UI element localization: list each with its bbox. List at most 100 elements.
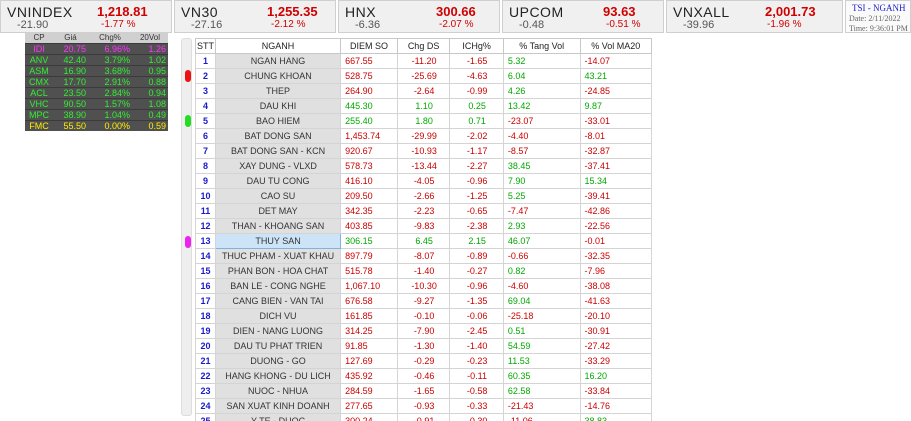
row-diem-so: 1,453.74 xyxy=(340,128,398,144)
row-nganh[interactable]: DIEN - NANG LUONG xyxy=(214,323,342,339)
row-nganh[interactable]: SAN XUAT KINH DOANH xyxy=(214,398,342,414)
header-chg-ds[interactable]: Chg DS xyxy=(396,38,451,54)
table-row[interactable]: 10 CAO SU 209.50 -2.66 -1.25 5.25 -39.41 xyxy=(195,188,653,204)
table-row[interactable]: 13 THUY SAN 306.15 6.45 2.15 46.07 -0.01 xyxy=(195,233,653,249)
header-cp: CP xyxy=(33,33,45,42)
row-chg-ds: -1.40 xyxy=(396,263,451,279)
header-stt[interactable]: STT xyxy=(195,38,216,54)
row-tang-vol: 46.07 xyxy=(502,233,581,249)
index-name: VNINDEX xyxy=(7,4,73,20)
row-nganh[interactable]: XAY DUNG - VLXD xyxy=(214,158,342,174)
table-row[interactable]: 21 DUONG - GO 127.69 -0.29 -0.23 11.53 -33.29 xyxy=(195,353,653,369)
row-diem-so: 515.78 xyxy=(340,263,398,279)
row-marker[interactable] xyxy=(185,114,191,127)
row-vol-ma20: -14.07 xyxy=(579,53,653,69)
stock-vol: 0.88 xyxy=(148,77,166,87)
row-nganh[interactable]: THUY SAN xyxy=(214,233,342,249)
row-marker[interactable] xyxy=(185,69,191,82)
row-nganh[interactable]: THUC PHAM - XUAT KHAU xyxy=(214,248,342,264)
row-nganh[interactable]: PHAN BON - HOA CHAT xyxy=(214,263,342,279)
row-nganh[interactable]: HANG KHONG - DU LICH xyxy=(214,368,342,384)
row-nganh[interactable]: BAN LE - CONG NGHE xyxy=(214,278,342,294)
table-row[interactable]: 1 NGAN HANG 667.55 -11.20 -1.65 5.32 -14.07 xyxy=(195,53,653,69)
row-vol-ma20: -33.29 xyxy=(579,353,653,369)
table-row[interactable]: 18 DICH VU 161.85 -0.10 -0.06 -25.18 -20.10 xyxy=(195,308,653,324)
row-marker-track[interactable] xyxy=(181,38,192,416)
row-chg-ds: -1.65 xyxy=(396,383,451,399)
row-nganh[interactable]: BAT DONG SAN xyxy=(214,128,342,144)
table-row[interactable]: 25 Y TE - DUOC 300.24 -0.91 -0.30 -11.06 38.83 xyxy=(195,413,653,421)
row-stt: 4 xyxy=(195,98,216,114)
header-vol-ma20[interactable]: % Vol MA20 xyxy=(579,38,653,54)
index-card-vnxall[interactable]: VNXALL -39.96 2,001.73 -1.96 % xyxy=(666,0,843,33)
row-nganh[interactable]: CHUNG KHOAN xyxy=(214,68,342,84)
row-tang-vol: 7.90 xyxy=(502,173,581,189)
table-row[interactable]: 12 THAN - KHOANG SAN 403.85 -9.83 -2.38 2.93-… xyxy=(195,218,653,234)
table-row[interactable]: 5 BAO HIEM 255.40 1.80 0.71 -23.07 -33.01 xyxy=(195,113,653,129)
table-row[interactable]: 24 SAN XUAT KINH DOANH 277.65 -0.93 -0.33 -21… xyxy=(195,398,653,414)
row-nganh[interactable]: DICH VU xyxy=(214,308,342,324)
table-row[interactable]: 11 DET MAY 342.35 -2.23 -0.65 -7.47 -42.86 xyxy=(195,203,653,219)
table-row[interactable]: 7 BAT DONG SAN - KCN 920.67 -10.93 -1.17 -8.5… xyxy=(195,143,653,159)
row-nganh[interactable]: DAU KHI xyxy=(214,98,342,114)
row-stt: 11 xyxy=(195,203,216,219)
row-nganh[interactable]: DUONG - GO xyxy=(214,353,342,369)
stock-row[interactable]: ANV 42.40 3.79% 1.02 xyxy=(25,54,168,65)
row-nganh[interactable]: CAO SU xyxy=(214,188,342,204)
index-card-vnindex[interactable]: VNINDEX -21.90 1,218.81 -1.77 % xyxy=(0,0,172,33)
row-stt: 7 xyxy=(195,143,216,159)
row-nganh[interactable]: DET MAY xyxy=(214,203,342,219)
table-row[interactable]: 15 PHAN BON - HOA CHAT 515.78 -1.40 -0.27 0.8… xyxy=(195,263,653,279)
stock-row[interactable]: IDI 20.75 6.96% 1.26 xyxy=(25,43,168,54)
table-header-row: STT NGANH DIEM SO Chg DS ICHg% % Tang Vo… xyxy=(195,38,653,54)
header-ichg[interactable]: ICHg% xyxy=(449,38,504,54)
row-tang-vol: 6.04 xyxy=(502,68,581,84)
stock-chg: 6.96% xyxy=(104,44,130,54)
stock-row[interactable]: MPC 38.90 1.04% 0.49 xyxy=(25,109,168,120)
row-nganh[interactable]: THAN - KHOANG SAN xyxy=(214,218,342,234)
row-nganh[interactable]: NUOC - NHUA xyxy=(214,383,342,399)
stock-cp: ACL xyxy=(30,88,48,98)
table-row[interactable]: 17 CANG BIEN - VAN TAI 676.58 -9.27 -1.35 69.… xyxy=(195,293,653,309)
index-card-upcom[interactable]: UPCOM -0.48 93.63 -0.51 % xyxy=(502,0,664,33)
table-row[interactable]: 6 BAT DONG SAN 1,453.74 -29.99 -2.02 -4.40 -8.… xyxy=(195,128,653,144)
stock-row[interactable]: ACL 23.50 2.84% 0.94 xyxy=(25,87,168,98)
row-nganh[interactable]: BAT DONG SAN - KCN xyxy=(214,143,342,159)
table-row[interactable]: 8 XAY DUNG - VLXD 578.73 -13.44 -2.27 38.45 -3… xyxy=(195,158,653,174)
row-ichg: 2.15 xyxy=(449,233,504,249)
row-nganh[interactable]: BAO HIEM xyxy=(214,113,342,129)
table-row[interactable]: 14 THUC PHAM - XUAT KHAU 897.79 -8.07 -0.89-… xyxy=(195,248,653,264)
header-tang-vol[interactable]: % Tang Vol xyxy=(502,38,581,54)
stock-row[interactable]: ASM 16.90 3.68% 0.95 xyxy=(25,65,168,76)
row-ichg: 0.71 xyxy=(449,113,504,129)
table-row[interactable]: 23 NUOC - NHUA 284.59 -1.65 -0.58 62.58 -33.84 xyxy=(195,383,653,399)
table-row[interactable]: 22 HANG KHONG - DU LICH 435.92 -0.46 -0.11 60… xyxy=(195,368,653,384)
row-nganh[interactable]: DAU TU PHAT TRIEN xyxy=(214,338,342,354)
stock-row[interactable]: CMX 17.70 2.91% 0.88 xyxy=(25,76,168,87)
table-row[interactable]: 2 CHUNG KHOAN 528.75 -25.69 -4.63 6.04 43.21 xyxy=(195,68,653,84)
table-row[interactable]: 3 THEP 264.90 -2.64 -0.99 4.26 -24.85 xyxy=(195,83,653,99)
row-marker[interactable] xyxy=(185,235,191,248)
row-nganh[interactable]: CANG BIEN - VAN TAI xyxy=(214,293,342,309)
row-ichg: -0.96 xyxy=(449,173,504,189)
index-card-vn30[interactable]: VN30 -27.16 1,255.35 -2.12 % xyxy=(174,0,336,33)
row-nganh[interactable]: THEP xyxy=(214,83,342,99)
row-nganh[interactable]: Y TE - DUOC xyxy=(214,413,342,421)
table-row[interactable]: 16 BAN LE - CONG NGHE 1,067.10 -10.30 -0.96-… xyxy=(195,278,653,294)
row-vol-ma20: -24.85 xyxy=(579,83,653,99)
header-nganh[interactable]: NGANH xyxy=(214,38,342,54)
table-row[interactable]: 9 DAU TU CONG 416.10 -4.05 -0.96 7.90 15.34 xyxy=(195,173,653,189)
index-card-hnx[interactable]: HNX -6.36 300.66 -2.07 % xyxy=(338,0,500,33)
header-diem-so[interactable]: DIEM SO xyxy=(340,38,398,54)
table-row[interactable]: 20 DAU TU PHAT TRIEN 91.85 -1.30 -1.40 54.59-… xyxy=(195,338,653,354)
row-ichg: -1.35 xyxy=(449,293,504,309)
table-row[interactable]: 19 DIEN - NANG LUONG 314.25 -7.90 -2.45 0.51-… xyxy=(195,323,653,339)
stock-row[interactable]: FMC 55.50 0.00% 0.59 xyxy=(25,120,168,131)
row-tang-vol: 2.93 xyxy=(502,218,581,234)
row-ichg: -0.33 xyxy=(449,398,504,414)
index-change: -21.90 xyxy=(17,19,49,31)
row-nganh[interactable]: DAU TU CONG xyxy=(214,173,342,189)
table-row[interactable]: 4 DAU KHI 445.30 1.10 0.25 13.42 9.87 xyxy=(195,98,653,114)
stock-row[interactable]: VHC 90.50 1.57% 1.08 xyxy=(25,98,168,109)
row-nganh[interactable]: NGAN HANG xyxy=(214,53,342,69)
